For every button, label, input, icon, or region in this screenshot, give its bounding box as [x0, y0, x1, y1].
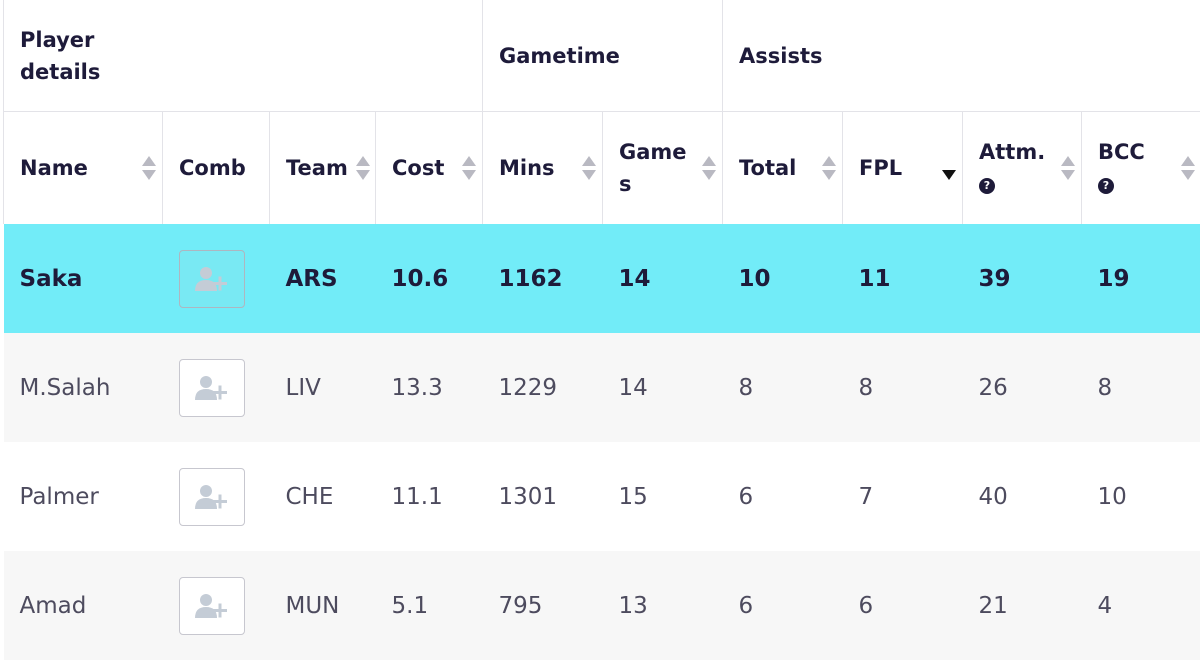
sort-arrows-icon[interactable] [582, 156, 596, 180]
cell-team: LIV [269, 333, 376, 442]
add-user-icon [194, 484, 227, 509]
sort-descending-icon[interactable] [942, 156, 956, 180]
column-label: Name [20, 156, 88, 180]
cell-comb [162, 442, 270, 551]
cell-bcc: 10 [1081, 442, 1200, 551]
column-header-games[interactable]: Games [602, 111, 723, 224]
add-user-icon [194, 266, 227, 291]
sort-arrows-icon[interactable] [356, 156, 370, 180]
column-header-row: Name Comb Team Cost [3, 111, 1200, 224]
column-label-wrap: Attm. ? [979, 136, 1045, 200]
cell-total: 6 [722, 551, 843, 660]
column-label: Attm. [979, 140, 1046, 164]
cell-attm: 26 [962, 333, 1082, 442]
cell-attm: 21 [962, 551, 1082, 660]
column-label: FPL [859, 156, 903, 180]
sort-arrows-icon[interactable] [702, 156, 716, 180]
cell-cost: 10.6 [375, 224, 483, 333]
cell-comb [162, 551, 270, 660]
cell-mins: 1229 [482, 333, 603, 442]
cell-fpl: 8 [842, 333, 963, 442]
column-label-wrap: BCC ? [1098, 136, 1145, 200]
cell-total: 8 [722, 333, 843, 442]
add-to-comparison-button[interactable] [178, 467, 245, 526]
column-label: BCC [1098, 140, 1145, 164]
group-gametime: Gametime [482, 0, 723, 112]
column-label: Team [286, 156, 348, 180]
column-header-name[interactable]: Name [3, 111, 163, 224]
column-header-team[interactable]: Team [269, 111, 376, 224]
cell-cost: 5.1 [375, 551, 483, 660]
cell-team: ARS [269, 224, 376, 333]
cell-team: MUN [269, 551, 376, 660]
cell-name[interactable]: M.Salah [3, 333, 163, 442]
cell-mins: 1301 [482, 442, 603, 551]
cell-name[interactable]: Amad [3, 551, 163, 660]
cell-comb [162, 333, 270, 442]
column-label: Cost [392, 156, 445, 180]
sort-arrows-icon[interactable] [142, 156, 156, 180]
cell-mins: 1162 [482, 224, 603, 333]
cell-name[interactable]: Palmer [3, 442, 163, 551]
player-stats-table: Player details Gametime Assists Name Com… [3, 0, 1200, 660]
cell-team: CHE [269, 442, 376, 551]
cell-bcc: 19 [1081, 224, 1200, 333]
table-row[interactable]: M.Salah LIV 13.3 1229 14 8 8 26 8 [3, 333, 1200, 442]
cell-cost: 13.3 [375, 333, 483, 442]
group-assists: Assists [722, 0, 1200, 112]
help-icon[interactable]: ? [979, 178, 995, 194]
table-row[interactable]: Palmer CHE 11.1 1301 15 6 7 40 10 [3, 442, 1200, 551]
column-label: Total [739, 156, 797, 180]
cell-fpl: 7 [842, 442, 963, 551]
cell-cost: 11.1 [375, 442, 483, 551]
cell-bcc: 4 [1081, 551, 1200, 660]
cell-fpl: 6 [842, 551, 963, 660]
cell-mins: 795 [482, 551, 603, 660]
help-icon[interactable]: ? [1098, 178, 1114, 194]
cell-games: 14 [602, 224, 723, 333]
cell-games: 13 [602, 551, 723, 660]
cell-total: 10 [722, 224, 843, 333]
add-user-icon [194, 375, 227, 400]
column-header-attm[interactable]: Attm. ? [962, 111, 1082, 224]
cell-attm: 40 [962, 442, 1082, 551]
cell-bcc: 8 [1081, 333, 1200, 442]
cell-fpl: 11 [842, 224, 963, 333]
column-label: Comb [179, 156, 246, 180]
cell-attm: 39 [962, 224, 1082, 333]
table-row[interactable]: Saka ARS 10.6 1162 14 10 11 39 19 [3, 224, 1200, 333]
cell-name[interactable]: Saka [3, 224, 163, 333]
column-label: Games [619, 140, 687, 196]
add-to-comparison-button[interactable] [178, 576, 245, 635]
column-header-total[interactable]: Total [722, 111, 843, 224]
table-body: Saka ARS 10.6 1162 14 10 11 39 19 M.Sala… [3, 224, 1200, 660]
column-header-mins[interactable]: Mins [482, 111, 603, 224]
cell-total: 6 [722, 442, 843, 551]
sort-arrows-icon[interactable] [1181, 156, 1195, 180]
cell-comb [162, 224, 270, 333]
column-header-fpl[interactable]: FPL [842, 111, 963, 224]
column-label: Mins [499, 156, 555, 180]
sort-arrows-icon[interactable] [1061, 156, 1075, 180]
sort-arrows-icon[interactable] [462, 156, 476, 180]
group-player-details: Player details [3, 0, 483, 112]
add-to-comparison-button[interactable] [178, 358, 245, 417]
column-header-comb: Comb [162, 111, 270, 224]
cell-games: 15 [602, 442, 723, 551]
column-header-bcc[interactable]: BCC ? [1081, 111, 1200, 224]
cell-games: 14 [602, 333, 723, 442]
table-row[interactable]: Amad MUN 5.1 795 13 6 6 21 4 [3, 551, 1200, 660]
add-user-icon [194, 593, 227, 618]
add-to-comparison-button[interactable] [178, 249, 245, 308]
column-group-header-row: Player details Gametime Assists [3, 0, 1200, 112]
sort-arrows-icon[interactable] [822, 156, 836, 180]
column-header-cost[interactable]: Cost [375, 111, 483, 224]
